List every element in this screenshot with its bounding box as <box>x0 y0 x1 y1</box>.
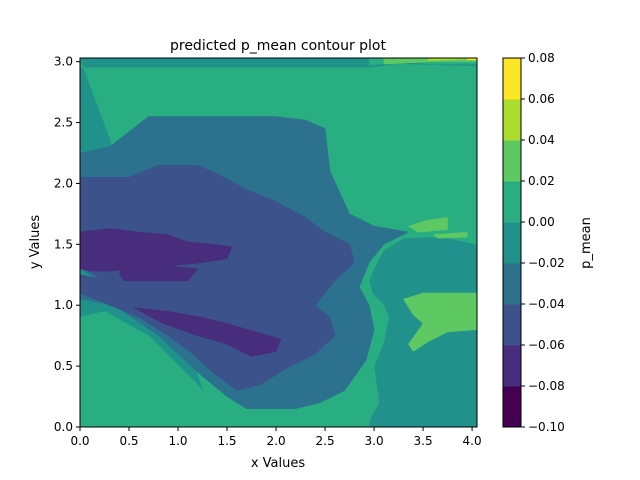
contour-region-12 <box>118 265 199 282</box>
x-tick-label: 0.0 <box>70 434 89 448</box>
y-tick-label: 3.0 <box>54 55 73 69</box>
colorbar-tick-label: 0.00 <box>528 215 555 229</box>
x-tick-label: 4.0 <box>463 434 482 448</box>
colorbar-segment <box>503 263 521 305</box>
y-tick-label: 1.5 <box>54 237 73 251</box>
colorbar-tick-label: 0.04 <box>528 133 555 147</box>
colorbar-segment <box>503 58 521 100</box>
colorbar-frame <box>502 57 522 428</box>
y-tick-label: 2.5 <box>54 116 73 130</box>
colorbar-segment <box>503 181 521 223</box>
colorbar-tick-label: 0.06 <box>528 92 555 106</box>
colorbar-tick-label: −0.04 <box>528 297 565 311</box>
contour-region-10 <box>80 164 355 391</box>
colorbar-segment <box>503 140 521 182</box>
x-tick-label: 2.5 <box>316 434 335 448</box>
colorbar-tick-label: −0.06 <box>528 338 565 352</box>
contour-region-5 <box>403 292 477 352</box>
x-tick-label: 2.0 <box>267 434 286 448</box>
y-tick-label: 0.5 <box>54 359 73 373</box>
contour-region-4 <box>432 231 468 239</box>
x-tick-label: 3.5 <box>414 434 433 448</box>
plot-area <box>80 58 477 427</box>
colorbar: −0.10 −0.08 −0.06 −0.04 −0.02 0.00 0.02 0.04 0.0… <box>502 51 565 434</box>
colorbar-segment <box>503 99 521 141</box>
colorbar-tick-label: 0.02 <box>528 174 555 188</box>
colorbar-segment <box>503 345 521 387</box>
x-tick-label: 0.5 <box>119 434 138 448</box>
colorbar-tick-label: −0.02 <box>528 256 565 270</box>
contour-region-13 <box>133 307 282 357</box>
y-axis: 0.0 0.5 1.0 1.5 2.0 2.5 3.0 <box>54 55 80 434</box>
y-tick-label: 1.0 <box>54 298 73 312</box>
colorbar-segment <box>503 304 521 346</box>
colorbar-tick-label: 0.08 <box>528 51 555 65</box>
x-axis-label: x Values <box>251 456 306 471</box>
contour-region-11 <box>80 228 233 272</box>
colorbar-tick-label: −0.10 <box>528 420 565 434</box>
colorbar-label: p_mean <box>579 217 594 269</box>
colorbar-segment <box>503 222 521 264</box>
y-axis-label: y Values <box>28 215 43 270</box>
x-tick-label: 1.5 <box>217 434 236 448</box>
colorbar-tick-label: −0.08 <box>528 379 565 393</box>
colorbar-segment <box>503 386 521 428</box>
chart-title: predicted p_mean contour plot <box>170 38 387 54</box>
x-axis: 0.0 0.5 1.0 1.5 2.0 2.5 3.0 3.5 4.0 <box>70 427 482 448</box>
x-tick-label: 3.0 <box>365 434 384 448</box>
y-tick-label: 0.0 <box>54 420 73 434</box>
plot-frame <box>79 57 478 428</box>
x-tick-label: 1.0 <box>168 434 187 448</box>
y-tick-label: 2.0 <box>54 176 73 190</box>
contour-region-3 <box>407 217 448 233</box>
